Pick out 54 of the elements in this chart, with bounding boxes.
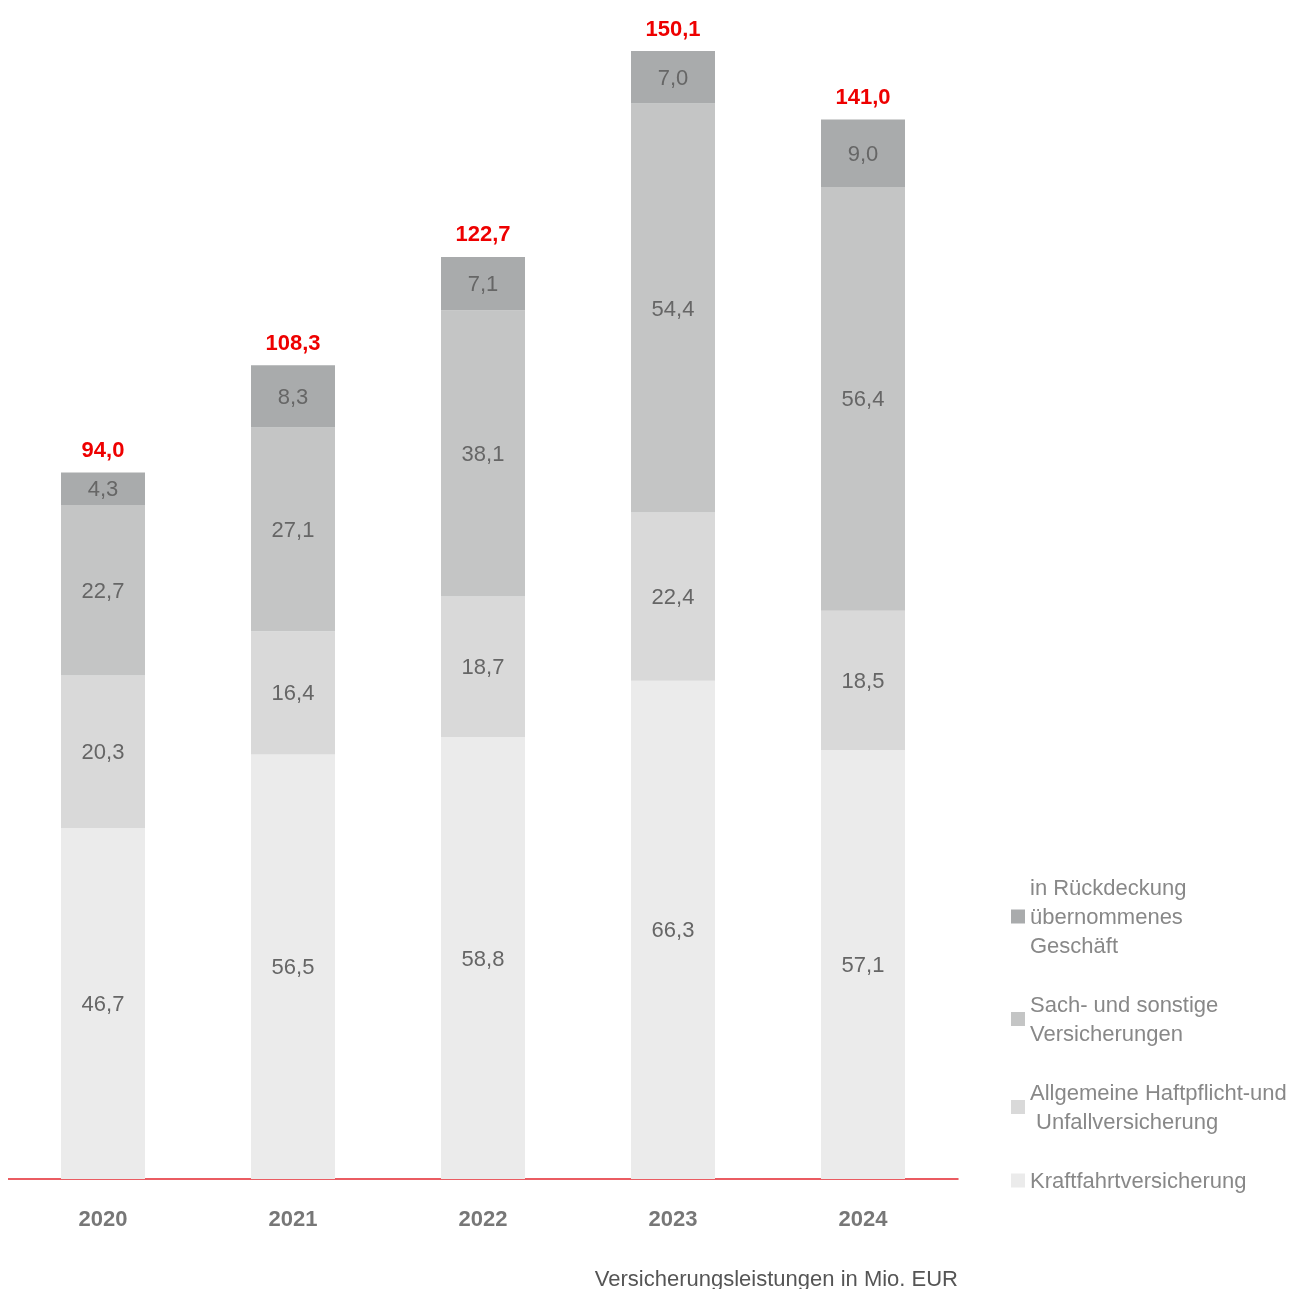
legend-label: in Rückdeckung übernommenes Geschäft: [1030, 875, 1193, 958]
bar: [251, 631, 335, 755]
data-label: 8,3: [277, 383, 309, 409]
x-tick-label: 2020: [78, 1205, 128, 1231]
data-label: 18,7: [461, 654, 505, 680]
data-label: 56,4: [841, 386, 885, 412]
x-tick-label: 2024: [838, 1205, 889, 1231]
data-label: 22,4: [651, 584, 695, 610]
data-label: 57,1: [841, 951, 885, 977]
legend-label: Allgemeine Haftpflicht-und Unfallversicherung: [1030, 1080, 1287, 1134]
data-label: 27,1: [271, 516, 315, 542]
data-label: 4,3: [87, 476, 119, 502]
data-label: 7,0: [657, 64, 689, 90]
bar: [61, 472, 145, 505]
total-label: 122,7: [455, 221, 511, 247]
data-label: 46,7: [81, 991, 125, 1017]
bar: [441, 256, 525, 311]
bar: [61, 504, 145, 676]
data-label: 9,0: [847, 140, 879, 166]
total-label: 141,0: [835, 83, 891, 109]
data-label: 22,7: [81, 577, 125, 603]
bar: [61, 675, 145, 829]
bar: [821, 610, 905, 750]
bar: [631, 512, 715, 681]
legend-label: Kraftfahrtversicherung: [1030, 1168, 1247, 1193]
bar: [251, 754, 335, 1179]
data-label: 7,1: [467, 271, 499, 297]
data-label: 56,5: [271, 954, 315, 980]
data-label: 16,4: [271, 680, 315, 706]
data-label: 20,3: [81, 739, 125, 765]
total-label: 108,3: [265, 329, 321, 355]
bar: [441, 596, 525, 738]
bar: [631, 51, 715, 104]
legend-label: Sach- und sonstige Versicherungen: [1030, 992, 1225, 1046]
data-label: 58,8: [461, 945, 505, 971]
bar: [821, 187, 905, 611]
bar: [631, 103, 715, 513]
x-tick-label: 2021: [268, 1205, 318, 1231]
bar: [441, 737, 525, 1179]
bar: [441, 310, 525, 597]
data-label: 54,4: [651, 295, 695, 321]
bar: [251, 427, 335, 632]
data-label: 38,1: [461, 440, 505, 466]
bar: [821, 749, 905, 1179]
bar: [61, 828, 145, 1179]
data-label: 66,3: [651, 917, 695, 943]
bar: [821, 119, 905, 188]
data-label: 18,5: [841, 667, 885, 693]
x-tick-label: 2022: [458, 1205, 508, 1231]
total-label: 150,1: [645, 15, 701, 41]
x-tick-label: 2023: [648, 1205, 698, 1231]
bar: [631, 680, 715, 1179]
total-label: 94,0: [81, 437, 125, 463]
bar: [251, 365, 335, 428]
